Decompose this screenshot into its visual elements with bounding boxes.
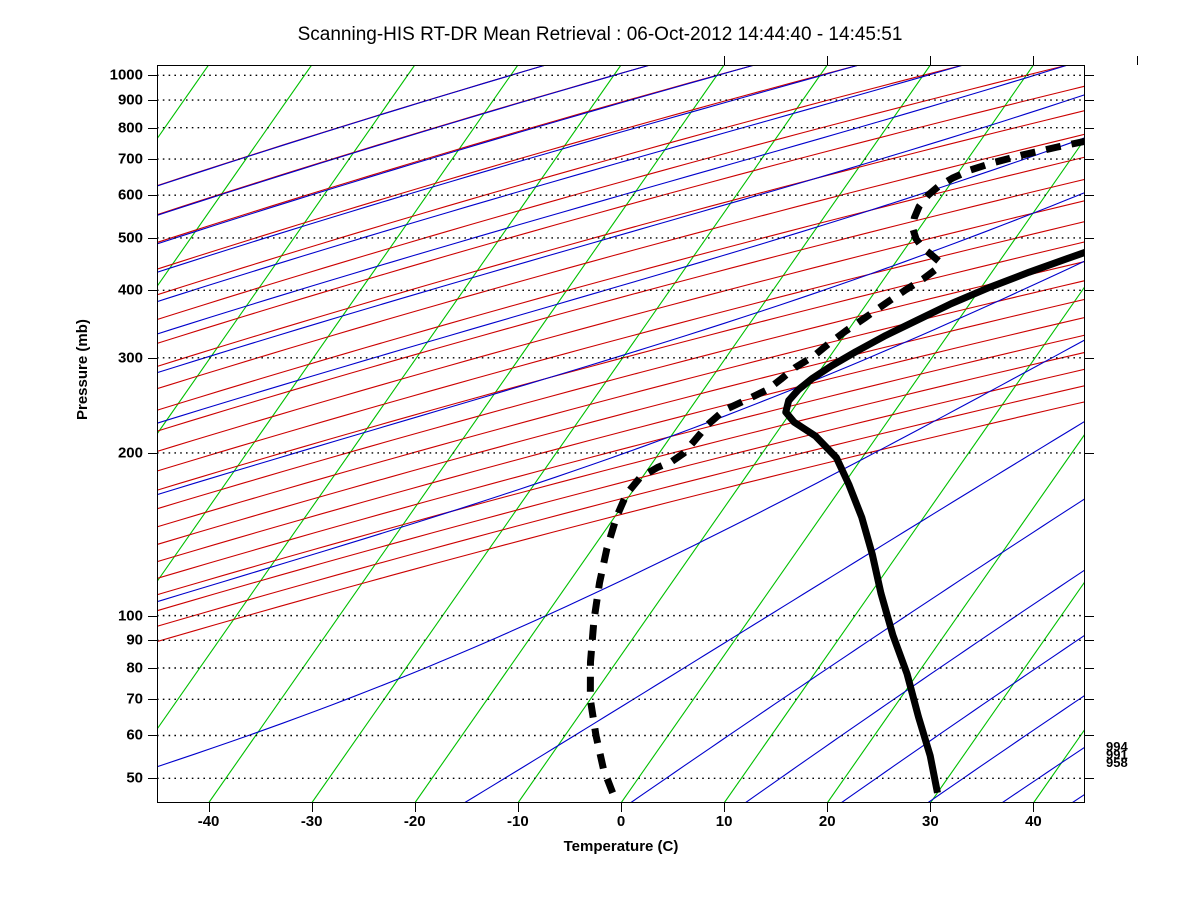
y-tick-label: 60	[126, 726, 143, 744]
y-tick	[148, 290, 157, 292]
x-tick-label: 30	[921, 813, 939, 830]
y-tick	[148, 699, 157, 701]
surface-pressure-label: 958	[1106, 755, 1128, 770]
chart-title: Scanning-HIS RT-DR Mean Retrieval : 06-O…	[297, 24, 903, 45]
x-tick-top	[724, 56, 726, 65]
x-tick-top	[1136, 56, 1138, 65]
x-tick-label: -40	[197, 813, 220, 830]
y-tick-right	[1085, 640, 1094, 642]
y-tick	[148, 195, 157, 197]
x-tick-label: 10	[715, 813, 733, 830]
y-tick-right	[1085, 290, 1094, 292]
x-tick-top	[827, 56, 829, 65]
y-tick-label: 70	[126, 690, 143, 708]
x-tick-label: -30	[300, 813, 323, 830]
surface-pressure-label: 991	[1106, 747, 1128, 762]
x-tick-top	[1033, 56, 1035, 65]
y-tick-right	[1085, 735, 1094, 737]
y-tick-label: 50	[126, 769, 143, 787]
x-axis-label: Temperature (C)	[563, 838, 679, 855]
moist-adiabat-lines	[157, 65, 1085, 803]
profile-temperature	[782, 248, 1085, 794]
y-tick-label: 900	[117, 91, 143, 109]
y-tick	[148, 237, 157, 239]
y-tick-right	[1085, 699, 1094, 701]
y-tick-label: 600	[117, 186, 143, 204]
y-tick-label: 500	[117, 229, 143, 247]
y-tick-label: 300	[117, 349, 143, 367]
y-axis-label: Pressure (mb)	[74, 319, 91, 420]
y-tick-right	[1085, 237, 1094, 239]
x-tick	[621, 803, 622, 812]
y-tick-right	[1085, 615, 1094, 617]
y-tick	[148, 615, 157, 617]
y-tick	[148, 735, 157, 737]
pressure-gridlines	[157, 74, 1085, 779]
y-tick-label: 200	[117, 444, 143, 462]
y-tick	[148, 100, 157, 102]
y-tick-right	[1085, 452, 1094, 454]
dry-adiabat-lines	[157, 65, 1085, 643]
y-tick-label: 400	[117, 281, 143, 299]
y-tick-label: 800	[117, 119, 143, 137]
x-tick	[827, 803, 829, 812]
x-tick	[724, 803, 726, 812]
y-tick-label: 90	[126, 631, 143, 649]
x-tick	[414, 803, 416, 812]
x-tick	[208, 803, 210, 812]
y-tick-right	[1085, 778, 1094, 780]
x-tick	[930, 803, 932, 812]
y-tick-right	[1085, 75, 1094, 77]
y-tick-right	[1085, 195, 1094, 197]
y-tick	[148, 778, 157, 780]
profile-dewpoint	[586, 137, 1085, 795]
skewt-background-grid	[157, 65, 1085, 803]
x-tick-label: -20	[403, 813, 426, 830]
y-tick-label: 80	[126, 659, 143, 677]
surface-pressure-label: 994	[1106, 739, 1128, 754]
y-tick	[148, 667, 157, 669]
x-tick	[311, 803, 313, 812]
y-tick	[148, 127, 157, 129]
y-tick-label: 100	[117, 607, 143, 625]
x-tick	[1033, 803, 1035, 812]
y-tick	[148, 640, 157, 642]
y-tick-right	[1085, 667, 1094, 669]
x-tick-label: 0	[616, 813, 626, 830]
y-tick-right	[1085, 127, 1094, 129]
sounding-profiles	[586, 137, 1085, 795]
y-tick-right	[1085, 100, 1094, 102]
plot-area: 50 60 70 80 90 100 200 300 400 500 600 700 800 900 100…	[110, 56, 1138, 830]
y-tick-right	[1085, 159, 1094, 161]
x-tick	[517, 803, 519, 812]
y-tick	[148, 452, 157, 454]
y-tick	[148, 357, 157, 359]
x-tick-top	[930, 56, 932, 65]
surface-pressure-labels: 994 991 958	[1106, 739, 1176, 787]
isotherm-lines	[157, 65, 1085, 803]
y-tick-right	[1085, 357, 1094, 359]
plot-frame	[157, 65, 1085, 803]
y-tick	[148, 75, 157, 77]
x-tick-label: -10	[507, 813, 529, 830]
x-tick-label: 40	[1025, 813, 1042, 830]
y-tick-label: 700	[117, 150, 143, 168]
x-tick-label: 20	[818, 813, 836, 830]
y-tick-label: 1000	[109, 66, 143, 84]
y-tick	[148, 159, 157, 161]
